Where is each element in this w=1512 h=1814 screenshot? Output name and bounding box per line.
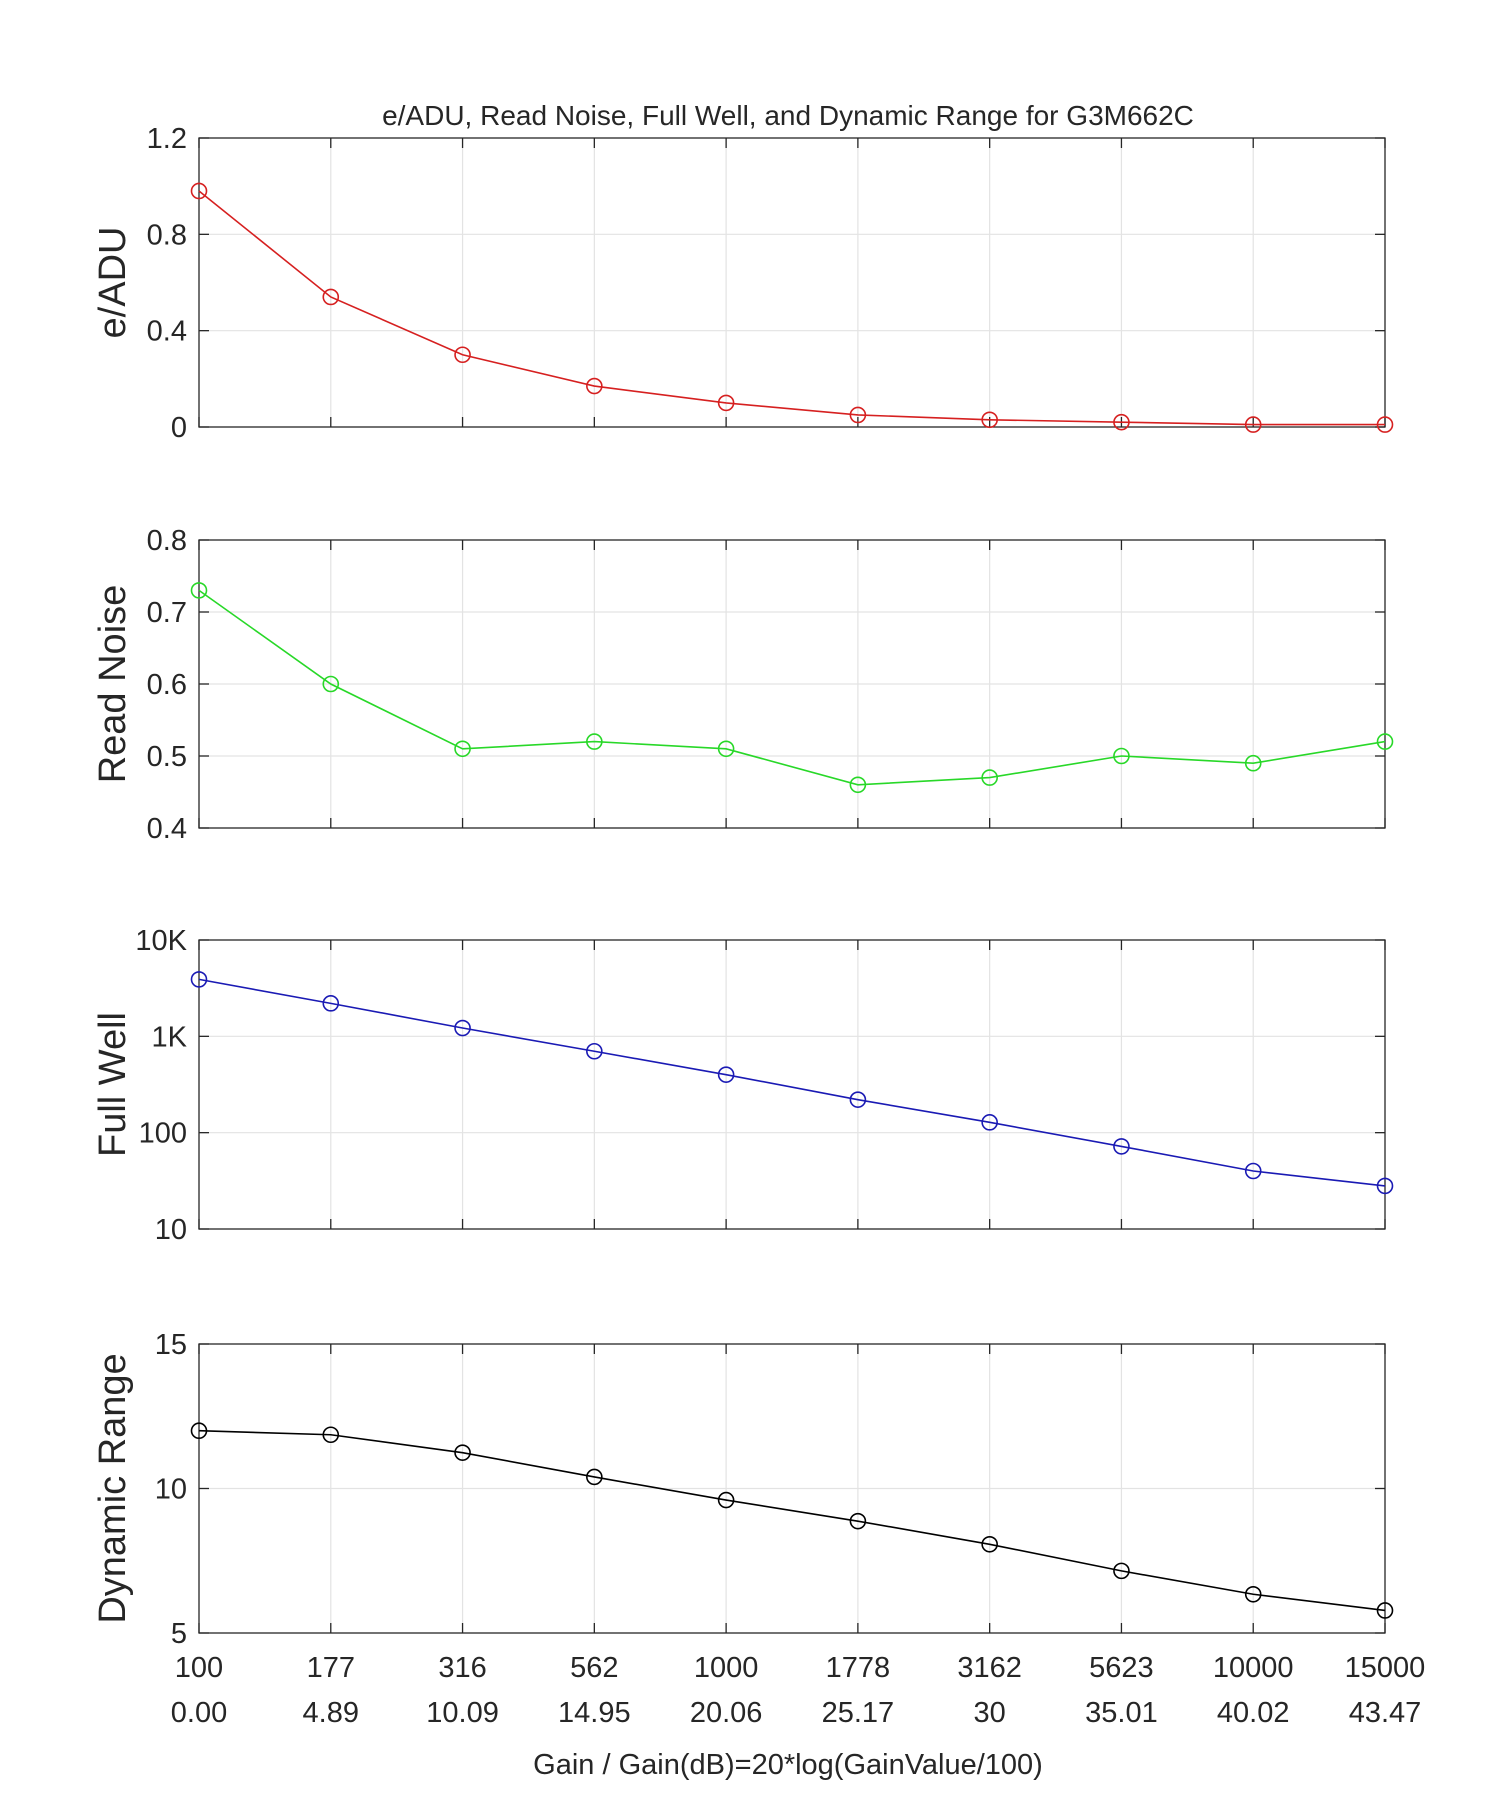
dynamic-range-series-line bbox=[198, 1429, 1386, 1612]
read-noise-y-tick-label: 0.8 bbox=[147, 525, 187, 557]
dynamic-range-data-point bbox=[1376, 1602, 1394, 1619]
e-adu-y-tick-label: 1.2 bbox=[147, 123, 187, 155]
x-gain-tick-label: 1778 bbox=[826, 1652, 891, 1684]
dynamic-range-data-point bbox=[1113, 1562, 1130, 1580]
read-noise-data-point bbox=[1376, 733, 1394, 750]
e-adu-data-point bbox=[1376, 416, 1394, 433]
x-db-tick-label: 14.95 bbox=[558, 1697, 631, 1729]
x-db-tick-label: 40.02 bbox=[1217, 1697, 1290, 1729]
read-noise-y-tick-label: 0.6 bbox=[147, 669, 187, 701]
x-tick-labels: 100 177 316 562 1000 1778 3162 5623 10000 15000 0.… bbox=[171, 1652, 1426, 1729]
dynamic-range-y-tick-label: 10 bbox=[155, 1474, 187, 1506]
x-gain-tick-label: 100 bbox=[175, 1652, 223, 1684]
e-adu-series-line bbox=[198, 190, 1385, 426]
full-well-data-point bbox=[717, 1066, 735, 1083]
x-gain-tick-label: 177 bbox=[307, 1652, 355, 1684]
e-adu-data-point bbox=[717, 394, 735, 412]
dynamic-range-data-point bbox=[586, 1468, 603, 1486]
e-adu-y-tick-label: 0.4 bbox=[147, 316, 187, 348]
dynamic-range-y-tick-label: 15 bbox=[155, 1329, 187, 1361]
full-well-data-point bbox=[1113, 1138, 1130, 1155]
dynamic-range-y-axis-label: Dynamic Range bbox=[92, 1353, 134, 1623]
x-gain-tick-label: 15000 bbox=[1345, 1652, 1426, 1684]
full-well-axes-box bbox=[198, 939, 1386, 1230]
full-well-data-point bbox=[1244, 1162, 1262, 1180]
dynamic-range-data-point bbox=[1244, 1585, 1262, 1603]
dynamic-range-data-point bbox=[454, 1444, 471, 1461]
e-adu-y-tick-label: 0 bbox=[171, 412, 187, 444]
x-gain-tick-label: 5623 bbox=[1089, 1652, 1154, 1684]
e-adu-data-point bbox=[981, 411, 998, 429]
read-noise-series-line bbox=[198, 589, 1386, 786]
read-noise-axes-box bbox=[198, 539, 1386, 829]
e-adu-data-point bbox=[586, 377, 603, 395]
read-noise-data-point bbox=[190, 582, 208, 599]
x-db-tick-label: 20.06 bbox=[690, 1697, 763, 1729]
subplot-read-noise: 0.4 0.5 0.6 0.7 0.8 Read Noise bbox=[92, 525, 1394, 845]
e-adu-y-axis-label: e/ADU bbox=[92, 227, 134, 339]
x-gain-tick-label: 10000 bbox=[1213, 1652, 1294, 1684]
x-db-tick-label: 25.17 bbox=[822, 1697, 895, 1729]
read-noise-data-point bbox=[454, 740, 471, 758]
x-gain-tick-label: 562 bbox=[570, 1652, 618, 1684]
dynamic-range-y-tick-label: 5 bbox=[171, 1618, 187, 1650]
x-db-tick-label: 10.09 bbox=[426, 1697, 499, 1729]
read-noise-y-tick-label: 0.5 bbox=[147, 741, 187, 773]
full-well-y-axis-label: Full Well bbox=[92, 1012, 134, 1157]
e-adu-data-point bbox=[454, 346, 471, 364]
subplot-e-adu: 0 0.4 0.8 1.2 e/ADU bbox=[92, 123, 1394, 444]
e-adu-y-tick-label: 0.8 bbox=[147, 219, 187, 251]
dynamic-range-data-point bbox=[981, 1535, 998, 1553]
x-db-tick-label: 0.00 bbox=[171, 1697, 227, 1729]
x-gain-tick-label: 316 bbox=[438, 1652, 486, 1684]
x-axis-label: Gain / Gain(dB)=20*log(GainValue/100) bbox=[533, 1749, 1043, 1781]
e-adu-data-point bbox=[849, 406, 867, 424]
dynamic-range-data-point bbox=[849, 1512, 867, 1530]
read-noise-y-tick-label: 0.7 bbox=[147, 597, 187, 629]
dynamic-range-data-point bbox=[322, 1426, 340, 1444]
e-adu-data-point bbox=[1113, 413, 1130, 431]
x-gain-tick-label: 3162 bbox=[957, 1652, 1022, 1684]
full-well-y-tick-label: 10K bbox=[135, 925, 187, 957]
full-well-y-tick-label: 1K bbox=[152, 1021, 188, 1053]
x-db-tick-label: 35.01 bbox=[1085, 1697, 1158, 1729]
full-well-y-tick-label: 10 bbox=[155, 1214, 187, 1246]
x-db-tick-label: 4.89 bbox=[303, 1697, 359, 1729]
dynamic-range-axes-box bbox=[198, 1343, 1386, 1634]
read-noise-data-point bbox=[717, 740, 735, 758]
full-well-data-point bbox=[981, 1114, 998, 1131]
full-well-data-point bbox=[1376, 1177, 1394, 1195]
chart-title: e/ADU, Read Noise, Full Well, and Dynami… bbox=[382, 100, 1194, 131]
full-well-y-tick-label: 100 bbox=[139, 1118, 187, 1150]
e-adu-data-point bbox=[1244, 416, 1262, 433]
full-well-data-point bbox=[586, 1042, 603, 1060]
e-adu-axes-box bbox=[198, 137, 1386, 428]
full-well-data-point bbox=[849, 1091, 867, 1108]
read-noise-data-point bbox=[1244, 754, 1262, 772]
e-adu-data-point bbox=[322, 288, 340, 306]
dynamic-range-data-point bbox=[717, 1491, 735, 1509]
dynamic-range-data-point bbox=[190, 1422, 208, 1439]
read-noise-y-axis-label: Read Noise bbox=[92, 585, 134, 784]
full-well-data-point bbox=[322, 995, 340, 1012]
full-well-data-point bbox=[190, 971, 208, 988]
read-noise-data-point bbox=[981, 769, 998, 786]
subplot-full-well: 10 100 1K 10K Full Well bbox=[92, 925, 1394, 1246]
read-noise-data-point bbox=[322, 675, 340, 693]
e-adu-data-point bbox=[190, 182, 208, 200]
x-gain-tick-label: 1000 bbox=[694, 1652, 759, 1684]
x-db-tick-label: 43.47 bbox=[1349, 1697, 1422, 1729]
read-noise-data-point bbox=[586, 733, 603, 750]
subplot-dynamic-range: 5 10 15 Dynamic Range bbox=[92, 1329, 1394, 1650]
subplots: 0 0.4 0.8 1.2 e/ADU 0.4 0.5 0.6 0.7 0.8 Read Noise… bbox=[92, 123, 1394, 1650]
full-well-series-line bbox=[198, 978, 1386, 1187]
read-noise-data-point bbox=[849, 776, 867, 794]
full-well-data-point bbox=[454, 1019, 471, 1037]
read-noise-y-tick-label: 0.4 bbox=[147, 813, 187, 845]
read-noise-data-point bbox=[1113, 747, 1130, 765]
x-db-tick-label: 30 bbox=[974, 1697, 1006, 1729]
